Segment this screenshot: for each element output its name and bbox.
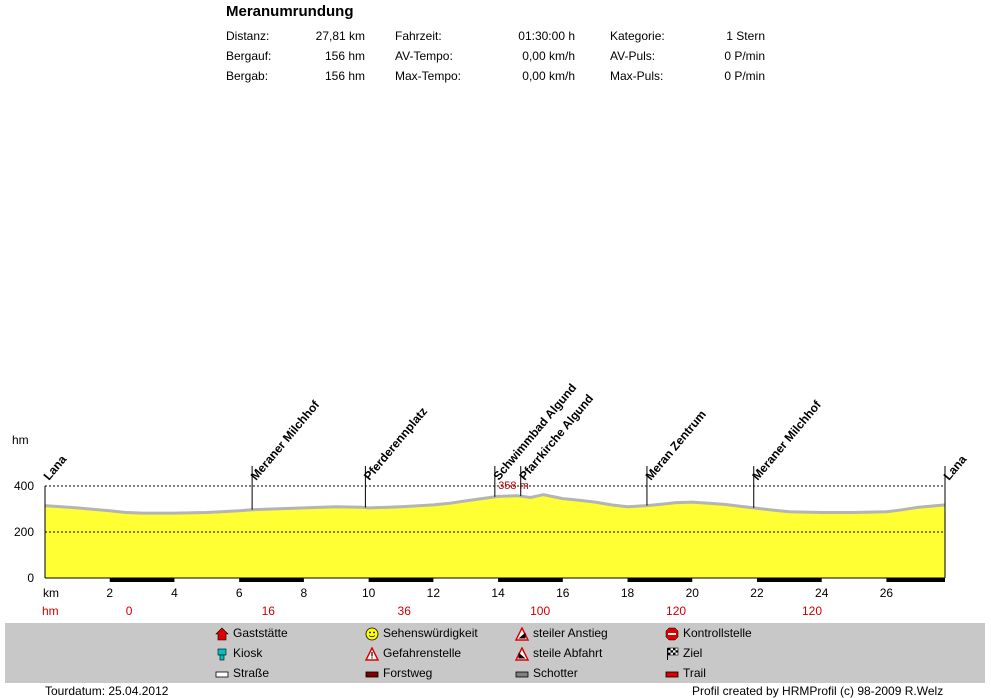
steep-descent-icon	[515, 646, 529, 661]
x-tick-label-6: 6	[236, 586, 243, 600]
y-tick-label-200: 200	[14, 525, 34, 539]
x-tick-label-8: 8	[301, 586, 308, 600]
legend-label: Gaststätte	[233, 626, 288, 640]
legend-label: Trail	[683, 666, 706, 680]
stat-value-kategorie: 1 Stern	[726, 29, 765, 43]
legend-label: steiler Anstieg	[533, 626, 608, 640]
stat-label-kategorie: Kategorie:	[610, 29, 665, 43]
x-tick-label-24: 24	[815, 586, 829, 600]
surface-segment-5	[756, 578, 822, 582]
trail-icon	[665, 667, 679, 681]
x-tick-label-18: 18	[621, 586, 635, 600]
waypoint-label-0: Lana	[41, 452, 70, 483]
hm-value-4: 120	[666, 604, 686, 618]
hm-value-3: 100	[530, 604, 550, 618]
stat-label-distanz: Distanz:	[226, 29, 270, 43]
stat-value-max-tempo: 0,00 km/h	[522, 69, 575, 83]
waypoint-label-1: Meraner Milchhof	[248, 397, 323, 483]
legend-label: Schotter	[533, 666, 578, 680]
legend-label: Kiosk	[233, 646, 263, 660]
stat-label-max-tempo: Max-Tempo:	[395, 69, 462, 83]
surface-segment-4	[627, 578, 693, 582]
legend-item-3: Sehenswürdigkeit	[365, 626, 478, 641]
stat-label-fahrzeit: Fahrzeit:	[395, 29, 442, 43]
waypoint-label-2: Pferderennplatz	[361, 404, 430, 482]
stat-label-av-tempo: AV-Tempo:	[395, 49, 453, 63]
stat-value-max-puls: 0 P/min	[724, 69, 765, 83]
legend-item-0: Gaststätte	[215, 626, 288, 641]
legend-item-6: steiler Anstieg	[515, 626, 608, 641]
danger-icon	[365, 646, 379, 661]
surface-segment-2	[368, 578, 434, 582]
x-tick-label-26: 26	[880, 586, 894, 600]
legend-label: Gefahrenstelle	[383, 646, 462, 660]
hm-value-1: 16	[262, 604, 276, 618]
y-axis-label: hm	[12, 433, 29, 447]
surface-segment-3	[498, 578, 563, 582]
stop-icon	[665, 627, 679, 641]
steep-climb-icon	[515, 626, 529, 641]
legend-item-8: Schotter	[515, 666, 578, 681]
hm-value-2: 36	[398, 604, 412, 618]
stat-label-av-puls: AV-Puls:	[610, 49, 656, 63]
stat-label-max-puls: Max-Puls:	[610, 69, 664, 83]
x-tick-label-12: 12	[427, 586, 441, 600]
x-tick-label-10: 10	[362, 586, 376, 600]
x-tick-label-20: 20	[686, 586, 700, 600]
legend-item-1: Kiosk	[215, 646, 262, 661]
stat-value-av-puls: 0 P/min	[724, 49, 765, 63]
y-tick-label-400: 400	[14, 479, 34, 493]
stat-value-av-tempo: 0,00 km/h	[522, 49, 575, 63]
gravel-icon	[515, 667, 529, 681]
stat-label-bergab: Bergab:	[226, 69, 269, 83]
waypoint-label-7: Lana	[941, 452, 970, 483]
legend-label: steile Abfahrt	[533, 646, 603, 660]
stat-value-distanz: 27,81 km	[315, 29, 365, 43]
tour-date: Tourdatum: 25.04.2012	[45, 684, 169, 698]
stat-label-bergauf: Bergauf:	[226, 49, 272, 63]
elevation-area	[45, 494, 945, 578]
finish-flag-icon	[665, 647, 679, 661]
legend-label: Straße	[233, 666, 270, 680]
y-tick-label-0: 0	[27, 571, 34, 585]
legend-item-10: Ziel	[665, 646, 702, 661]
surface-segment-0	[109, 578, 175, 582]
x-tick-label-14: 14	[491, 586, 505, 600]
legend-label: Sehenswürdigkeit	[383, 626, 478, 640]
road-icon	[215, 667, 229, 681]
legend-label: Forstweg	[383, 666, 433, 680]
x-tick-label-22: 22	[750, 586, 764, 600]
kiosk-icon	[215, 647, 229, 661]
legend-panel	[5, 623, 985, 683]
stat-value-fahrzeit: 01:30:00 h	[518, 29, 575, 43]
legend-item-7: steile Abfahrt	[515, 646, 602, 661]
legend-item-2: Straße	[215, 666, 269, 681]
profile-credit: Profil created by HRMProfil (c) 98-2009 …	[692, 684, 944, 698]
elevation-line	[44, 493, 946, 515]
legend-item-11: Trail	[665, 666, 706, 681]
waypoint-label-6: Meraner Milchhof	[749, 397, 824, 483]
stat-value-bergauf: 156 hm	[324, 49, 365, 63]
surface-segment-6	[886, 578, 945, 582]
surface-segment-1	[239, 578, 304, 582]
forest-road-icon	[365, 667, 379, 681]
house-icon	[215, 627, 229, 641]
legend-label: Ziel	[683, 646, 703, 660]
stat-value-bergab: 156 hm	[324, 69, 365, 83]
hm-value-0: 0	[126, 604, 133, 618]
waypoint-label-5: Meran Zentrum	[643, 408, 709, 483]
x-tick-label-4: 4	[171, 586, 178, 600]
legend-item-9: Kontrollstelle	[665, 626, 752, 641]
x-tick-label-16: 16	[556, 586, 570, 600]
tour-title: Meranumrundung	[226, 3, 354, 20]
hm-value-5: 120	[802, 604, 822, 618]
legend-item-4: Gefahrenstelle	[365, 646, 461, 661]
x-axis-label: km	[43, 586, 59, 600]
legend-label: Kontrollstelle	[683, 626, 752, 640]
hm-row-label: hm	[42, 604, 59, 618]
legend-item-5: Forstweg	[365, 666, 432, 681]
x-tick-label-2: 2	[106, 586, 113, 600]
smiley-icon	[365, 627, 379, 641]
